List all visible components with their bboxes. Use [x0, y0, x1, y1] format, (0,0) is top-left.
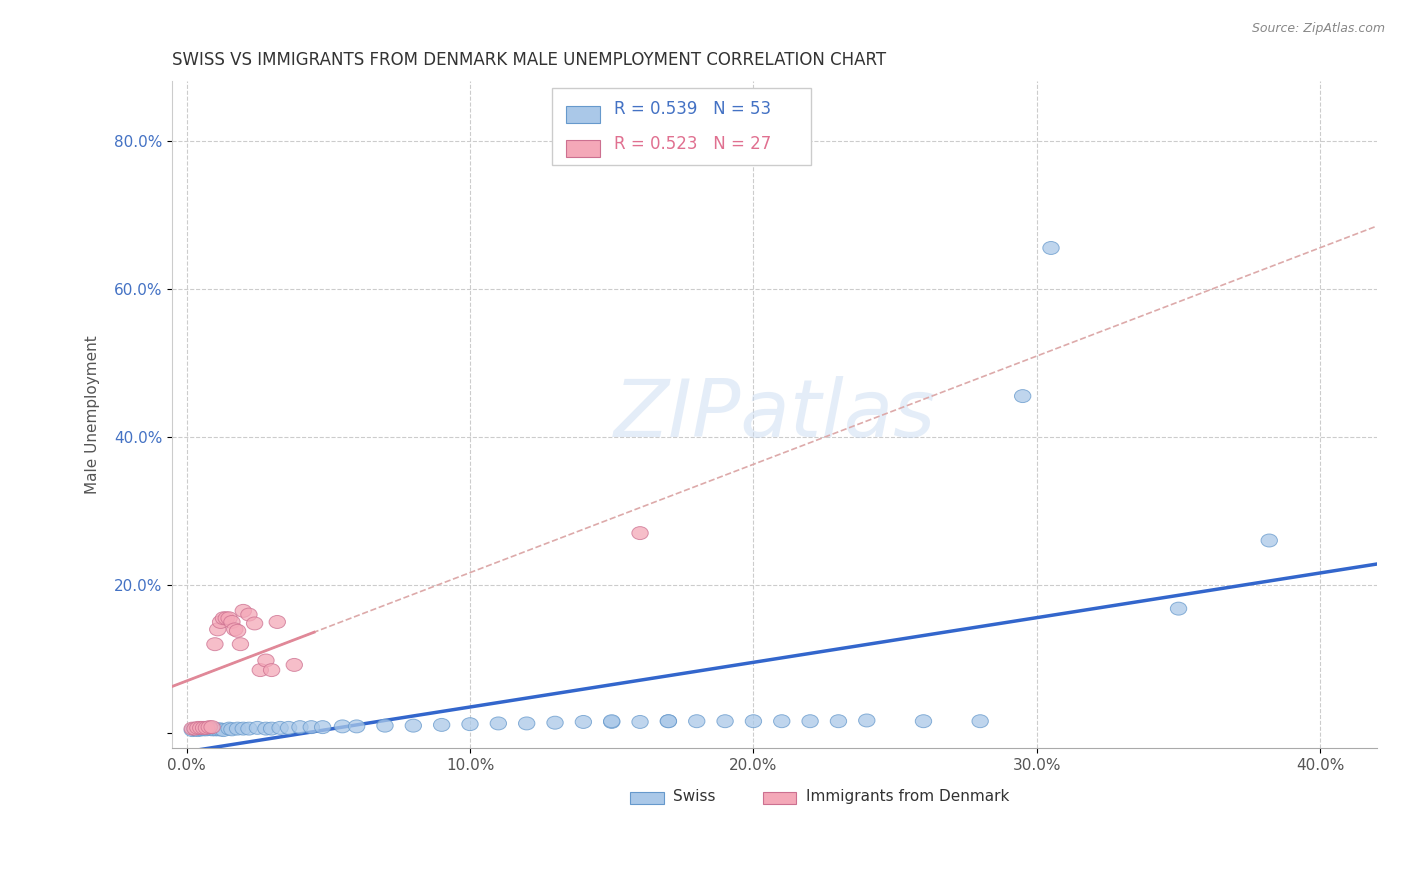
Ellipse shape [193, 722, 209, 734]
Ellipse shape [184, 723, 201, 737]
Ellipse shape [207, 723, 224, 736]
Ellipse shape [195, 723, 212, 736]
Ellipse shape [491, 717, 506, 730]
Ellipse shape [252, 664, 269, 677]
Ellipse shape [257, 723, 274, 735]
Ellipse shape [229, 624, 246, 637]
Ellipse shape [349, 720, 364, 733]
Ellipse shape [405, 719, 422, 732]
Ellipse shape [603, 714, 620, 728]
Ellipse shape [190, 722, 207, 734]
Ellipse shape [249, 722, 266, 734]
Ellipse shape [631, 715, 648, 729]
Ellipse shape [1015, 390, 1031, 402]
Ellipse shape [221, 723, 238, 735]
Ellipse shape [801, 714, 818, 728]
Ellipse shape [207, 638, 224, 650]
Ellipse shape [229, 723, 246, 735]
Ellipse shape [221, 612, 238, 624]
Ellipse shape [218, 612, 235, 624]
Ellipse shape [377, 719, 394, 732]
Ellipse shape [859, 714, 875, 727]
Ellipse shape [201, 721, 218, 733]
Ellipse shape [226, 623, 243, 636]
Text: Source: ZipAtlas.com: Source: ZipAtlas.com [1251, 22, 1385, 36]
Ellipse shape [603, 715, 620, 729]
Ellipse shape [184, 723, 201, 735]
Ellipse shape [257, 654, 274, 667]
Text: R = 0.523   N = 27: R = 0.523 N = 27 [614, 135, 772, 153]
Ellipse shape [187, 723, 204, 736]
Ellipse shape [461, 718, 478, 731]
Ellipse shape [235, 723, 252, 735]
Ellipse shape [315, 721, 330, 733]
Ellipse shape [285, 658, 302, 672]
Ellipse shape [915, 714, 932, 728]
FancyBboxPatch shape [567, 140, 600, 157]
Ellipse shape [215, 612, 232, 624]
Ellipse shape [232, 638, 249, 650]
Ellipse shape [661, 714, 676, 728]
Ellipse shape [212, 615, 229, 629]
FancyBboxPatch shape [567, 106, 600, 122]
Ellipse shape [575, 715, 592, 729]
Ellipse shape [246, 617, 263, 630]
Ellipse shape [209, 623, 226, 636]
Ellipse shape [631, 526, 648, 540]
Ellipse shape [773, 714, 790, 728]
Ellipse shape [1261, 534, 1278, 547]
Ellipse shape [209, 723, 226, 736]
Text: Swiss: Swiss [673, 789, 716, 805]
Ellipse shape [187, 723, 204, 735]
Ellipse shape [263, 723, 280, 735]
Ellipse shape [269, 615, 285, 629]
FancyBboxPatch shape [762, 792, 796, 804]
Ellipse shape [717, 714, 734, 728]
Ellipse shape [193, 723, 209, 736]
FancyBboxPatch shape [551, 88, 811, 165]
Text: R = 0.539   N = 53: R = 0.539 N = 53 [614, 101, 772, 119]
Ellipse shape [335, 720, 350, 733]
Ellipse shape [831, 714, 846, 728]
Ellipse shape [195, 722, 212, 734]
Ellipse shape [204, 723, 221, 736]
Ellipse shape [689, 714, 704, 728]
Ellipse shape [433, 718, 450, 731]
Ellipse shape [519, 717, 534, 730]
Ellipse shape [224, 723, 240, 736]
Ellipse shape [240, 608, 257, 621]
Y-axis label: Male Unemployment: Male Unemployment [86, 335, 100, 494]
Ellipse shape [204, 721, 221, 733]
Ellipse shape [201, 723, 218, 735]
Ellipse shape [304, 721, 319, 733]
Ellipse shape [292, 721, 308, 733]
Text: Immigrants from Denmark: Immigrants from Denmark [806, 789, 1010, 805]
Ellipse shape [661, 714, 676, 728]
Ellipse shape [212, 723, 229, 736]
Ellipse shape [972, 714, 988, 728]
Ellipse shape [547, 716, 564, 729]
Ellipse shape [271, 722, 288, 734]
Ellipse shape [240, 723, 257, 735]
FancyBboxPatch shape [630, 792, 664, 804]
Ellipse shape [224, 615, 240, 629]
Ellipse shape [215, 723, 232, 737]
Ellipse shape [280, 722, 297, 734]
Ellipse shape [745, 714, 762, 728]
Text: ZIPatlas: ZIPatlas [613, 376, 936, 454]
Text: SWISS VS IMMIGRANTS FROM DENMARK MALE UNEMPLOYMENT CORRELATION CHART: SWISS VS IMMIGRANTS FROM DENMARK MALE UN… [173, 51, 887, 69]
Ellipse shape [198, 722, 215, 734]
Ellipse shape [263, 664, 280, 677]
Ellipse shape [235, 605, 252, 617]
Ellipse shape [198, 723, 215, 736]
Ellipse shape [1043, 242, 1059, 254]
Ellipse shape [190, 723, 207, 737]
Ellipse shape [1170, 602, 1187, 615]
